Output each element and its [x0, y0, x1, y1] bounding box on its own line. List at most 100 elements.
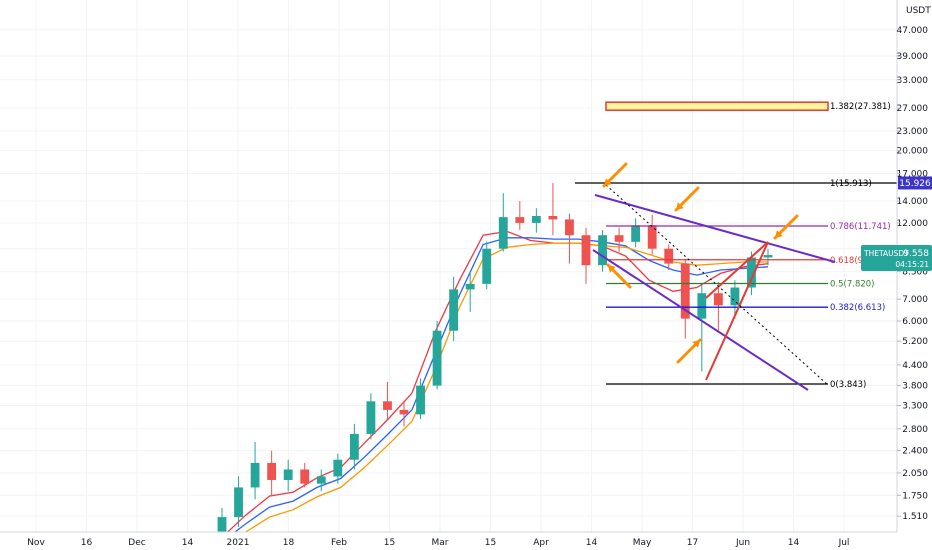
candle-body	[697, 293, 707, 319]
y-tick-label: 20.000	[897, 147, 929, 157]
trendline-2	[592, 249, 809, 391]
y-tick-label: 2.050	[902, 469, 928, 479]
fib-level-label: 0.5(7.820)	[830, 279, 874, 289]
y-tick-label: 2.400	[902, 447, 928, 457]
orange-arrow	[602, 162, 628, 188]
grid	[0, 0, 897, 532]
candle-body	[713, 293, 723, 306]
time-axis[interactable]	[0, 532, 932, 550]
fib-extension-box	[605, 101, 829, 111]
arrow-head	[775, 230, 783, 238]
symbol-label: THETAUSDT	[863, 249, 909, 258]
y-tick-label: 1.750	[902, 491, 928, 501]
candlesticks	[217, 183, 773, 550]
candle-body	[300, 469, 310, 484]
candle-body	[482, 248, 492, 284]
currency-label: USDT	[906, 6, 931, 16]
candle-body	[316, 476, 326, 484]
x-tick-label: Jun	[735, 538, 750, 548]
x-tick-label: Dec	[128, 538, 145, 548]
fib-level-label: 0.618(9.248)	[830, 256, 885, 266]
moving-average-3	[221, 242, 768, 547]
fib-level-label: 0.382(6.613)	[830, 303, 885, 313]
trendlines	[592, 184, 836, 391]
trendline-1	[594, 194, 836, 263]
x-tick-label: 16	[81, 538, 93, 548]
candle-body	[416, 385, 425, 415]
candle-body	[598, 235, 607, 266]
y-tick-label: 27.000	[897, 104, 929, 114]
candle-body	[449, 289, 459, 331]
y-tick-label: 7.000	[902, 295, 928, 305]
y-tick-label: 5.200	[902, 337, 928, 347]
x-tick-label: 15	[384, 538, 395, 548]
orange-arrow	[676, 338, 702, 364]
candle-body	[267, 462, 277, 480]
x-tick-label: Nov	[27, 538, 45, 548]
candle-body	[383, 401, 392, 410]
orange-arrow	[773, 214, 799, 240]
x-tick-label: Jul	[838, 538, 850, 548]
fib-top-price-tag: 15.926	[898, 176, 932, 190]
x-tick-label: 15	[485, 538, 496, 548]
candle-body	[565, 219, 574, 236]
y-tick-label: 2.800	[902, 425, 928, 435]
candle-body	[250, 462, 260, 488]
fib-level-label: 0.786(11.741)	[830, 222, 891, 232]
moving-averages	[221, 230, 769, 547]
y-tick-label: 4.400	[902, 361, 928, 371]
candle-body	[680, 263, 690, 319]
last-price-tag: THETAUSDT 9.558 04:15:21	[861, 245, 932, 271]
y-tick-label: 23.000	[897, 127, 929, 137]
moving-average-1	[221, 230, 769, 538]
candle-body	[614, 235, 624, 242]
candle-body	[647, 225, 657, 249]
x-tick-label: 14	[182, 538, 194, 548]
candle-body	[631, 225, 641, 242]
last-price-value: 9.558	[903, 249, 929, 259]
candle-body	[531, 215, 541, 223]
y-tick-label: 33.000	[897, 76, 929, 86]
candle-body	[730, 287, 740, 306]
candle-body	[366, 401, 376, 434]
x-tick-label: 14	[586, 538, 598, 548]
arrow-head	[676, 202, 684, 210]
x-tick-label: Feb	[331, 538, 347, 548]
candle-body	[349, 433, 359, 460]
trendline-3	[705, 241, 769, 381]
moving-average-2	[221, 237, 769, 543]
x-tick-label: Mar	[432, 538, 449, 548]
y-tick-label: 14.000	[897, 197, 929, 207]
candle-body	[498, 217, 508, 249]
x-tick-label: May	[633, 538, 652, 548]
y-tick-label: 39.000	[897, 52, 929, 62]
x-tick-label: 18	[283, 538, 295, 548]
candle-body	[548, 215, 558, 220]
trendline-4	[705, 241, 769, 299]
orange-arrow	[606, 263, 632, 289]
candle-body	[432, 330, 442, 386]
fib-level-label: 1(15.913)	[830, 179, 872, 189]
y-tick-label: 6.000	[902, 317, 928, 327]
x-tick-label: Apr	[533, 538, 549, 548]
x-tick-label: 2021	[227, 538, 250, 548]
arrow-head	[608, 265, 616, 273]
y-tick-label: 12.000	[897, 219, 929, 229]
y-tick-label: 3.800	[902, 382, 928, 392]
candle-body	[333, 459, 343, 477]
candle-body	[581, 235, 591, 266]
y-tick-label: 17.000	[897, 170, 929, 180]
fib-level-label: 0(3.843)	[830, 380, 866, 390]
y-tick-label: 3.300	[902, 402, 928, 412]
candle-body	[465, 283, 475, 290]
y-tick-label: 8.500	[902, 268, 928, 278]
x-axis-ticks: Nov 16 Dec 14 2021 18 Feb 15 Mar 15 Apr 14 May 17 Jun 1…	[27, 538, 849, 548]
fib-top-value: 15.926	[899, 179, 931, 189]
fib-level-label: 1.382(27.381)	[830, 102, 891, 112]
candle-body	[234, 487, 243, 518]
candle-body	[664, 248, 674, 264]
annotation-arrows	[602, 162, 799, 364]
orange-arrow	[674, 186, 700, 212]
